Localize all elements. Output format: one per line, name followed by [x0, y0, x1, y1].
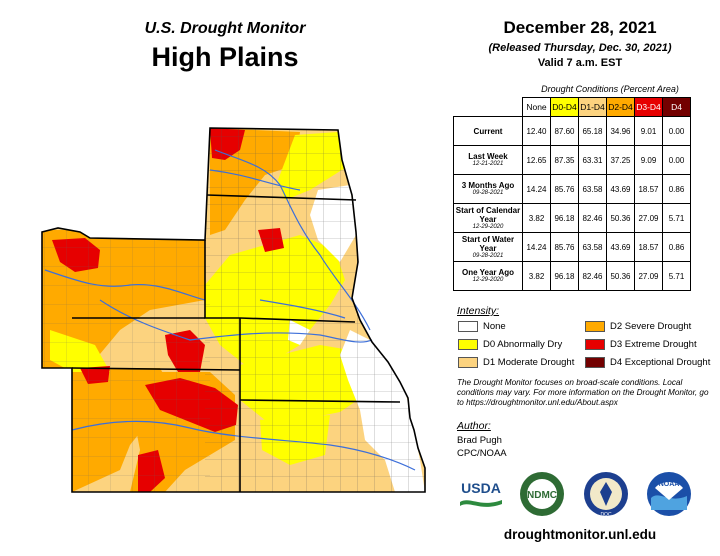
- table-cell: 43.69: [606, 232, 635, 262]
- table-cell: 12.65: [522, 145, 551, 175]
- table-cell: 34.96: [606, 116, 635, 146]
- row-label: 3 Months Ago 09-28-2021: [453, 174, 523, 204]
- table-cell: 63.58: [578, 232, 607, 262]
- table-cell: 96.18: [550, 261, 579, 291]
- legend-swatch: [458, 338, 478, 350]
- table-cell: 3.82: [522, 203, 551, 233]
- table-cell: 9.01: [634, 116, 663, 146]
- table-cell: 9.09: [634, 145, 663, 175]
- svg-text:NDMC: NDMC: [527, 490, 557, 501]
- drought-map: [41, 127, 426, 493]
- valid-time: Valid 7 a.m. EST: [537, 57, 623, 69]
- col-d0-d4: D0-D4: [550, 97, 579, 117]
- author-org: CPC/NOAA: [457, 448, 507, 459]
- table-cell: 14.24: [522, 232, 551, 262]
- legend-item-none: None: [458, 320, 506, 334]
- svg-text:DOC: DOC: [600, 512, 612, 518]
- row-label: Start of Water Year 09-28-2021: [453, 232, 523, 262]
- table-cell: 63.31: [578, 145, 607, 175]
- table-cell: 5.71: [662, 203, 691, 233]
- table-cell: 0.86: [662, 232, 691, 262]
- drought-conditions-table: None D0-D4 D1-D4 D2-D4 D3-D4 D4 Current …: [453, 97, 691, 291]
- table-cell: 85.76: [550, 174, 579, 204]
- table-cell: 0.86: [662, 174, 691, 204]
- svg-text:NOAA: NOAA: [659, 481, 680, 488]
- release-date: (Released Thursday, Dec. 30, 2021): [488, 42, 672, 54]
- legend-swatch: [458, 320, 478, 332]
- author-name: Brad Pugh: [457, 435, 502, 446]
- row-label: Last Week 12-21-2021: [453, 145, 523, 175]
- table-cell: 0.00: [662, 145, 691, 175]
- legend-item-d4: D4 Exceptional Drought: [585, 356, 710, 370]
- table-cell: 12.40: [522, 116, 551, 146]
- map-supertitle: U.S. Drought Monitor: [144, 20, 306, 37]
- noaa-logo: NOAA: [647, 472, 691, 516]
- table-row: 3 Months Ago 09-28-2021 14.24 85.76 63.58…: [453, 174, 691, 204]
- legend-title: Intensity:: [457, 305, 500, 317]
- legend-item-d0: D0 Abnormally Dry: [458, 338, 562, 352]
- col-d1-d4: D1-D4: [578, 97, 607, 117]
- svg-text:USDA: USDA: [461, 480, 501, 496]
- legend-swatch: [458, 356, 478, 368]
- table-cell: 50.36: [606, 203, 635, 233]
- table-row: Last Week 12-21-2021 12.65 87.35 63.31 37…: [453, 145, 691, 175]
- table-cell: 85.76: [550, 232, 579, 262]
- table-cell: 18.57: [634, 232, 663, 262]
- table-cell: 5.71: [662, 261, 691, 291]
- map-title: High Plains: [151, 42, 299, 72]
- legend-item-d2: D2 Severe Drought: [585, 320, 691, 334]
- table-cell: 27.09: [634, 203, 663, 233]
- commerce-seal-logo: DOC: [584, 472, 628, 518]
- col-none: None: [522, 97, 551, 117]
- table-cell: 82.46: [578, 203, 607, 233]
- legend-item-d3: D3 Extreme Drought: [585, 338, 697, 352]
- table-cell: 27.09: [634, 261, 663, 291]
- legend-swatch: [585, 320, 605, 332]
- table-cell: 50.36: [606, 261, 635, 291]
- table-row: One Year Ago 12-29-2020 3.82 96.18 82.46 …: [453, 261, 691, 291]
- table-cell: 14.24: [522, 174, 551, 204]
- table-caption: Drought Conditions (Percent Area): [541, 84, 679, 94]
- row-label: One Year Ago 12-29-2020: [453, 261, 523, 291]
- col-d4: D4: [662, 97, 691, 117]
- map-date: December 28, 2021: [503, 18, 657, 37]
- table-cell: 63.58: [578, 174, 607, 204]
- table-cell: 18.57: [634, 174, 663, 204]
- table-header-row: None D0-D4 D1-D4 D2-D4 D3-D4 D4: [454, 97, 691, 117]
- state-borders: [41, 127, 426, 493]
- ndmc-logo: NDMC: [520, 472, 564, 516]
- legend-swatch: [585, 338, 605, 350]
- row-label: Current: [453, 116, 523, 146]
- table-cell: 43.69: [606, 174, 635, 204]
- author-title: Author:: [457, 420, 491, 432]
- info-note: The Drought Monitor focuses on broad-sca…: [457, 378, 709, 407]
- table-row: Start of Calendar Year 12-29-2020 3.82 96…: [453, 203, 691, 233]
- table-row: Start of Water Year 09-28-2021 14.24 85.7…: [453, 232, 691, 262]
- table-row: Current 12.40 87.60 65.18 34.96 9.01 0.0…: [453, 116, 691, 146]
- table-cell: 87.60: [550, 116, 579, 146]
- table-cell: 87.35: [550, 145, 579, 175]
- table-cell: 0.00: [662, 116, 691, 146]
- col-d3-d4: D3-D4: [634, 97, 663, 117]
- table-cell: 37.25: [606, 145, 635, 175]
- website-link[interactable]: droughtmonitor.unl.edu: [503, 527, 657, 542]
- legend-item-d1: D1 Moderate Drought: [458, 356, 574, 370]
- table-cell: 3.82: [522, 261, 551, 291]
- col-d2-d4: D2-D4: [606, 97, 635, 117]
- table-corner: [454, 98, 523, 117]
- table-cell: 65.18: [578, 116, 607, 146]
- table-cell: 96.18: [550, 203, 579, 233]
- usda-logo: USDA: [460, 480, 502, 507]
- table-cell: 82.46: [578, 261, 607, 291]
- row-label: Start of Calendar Year 12-29-2020: [453, 203, 523, 233]
- legend-swatch: [585, 356, 605, 368]
